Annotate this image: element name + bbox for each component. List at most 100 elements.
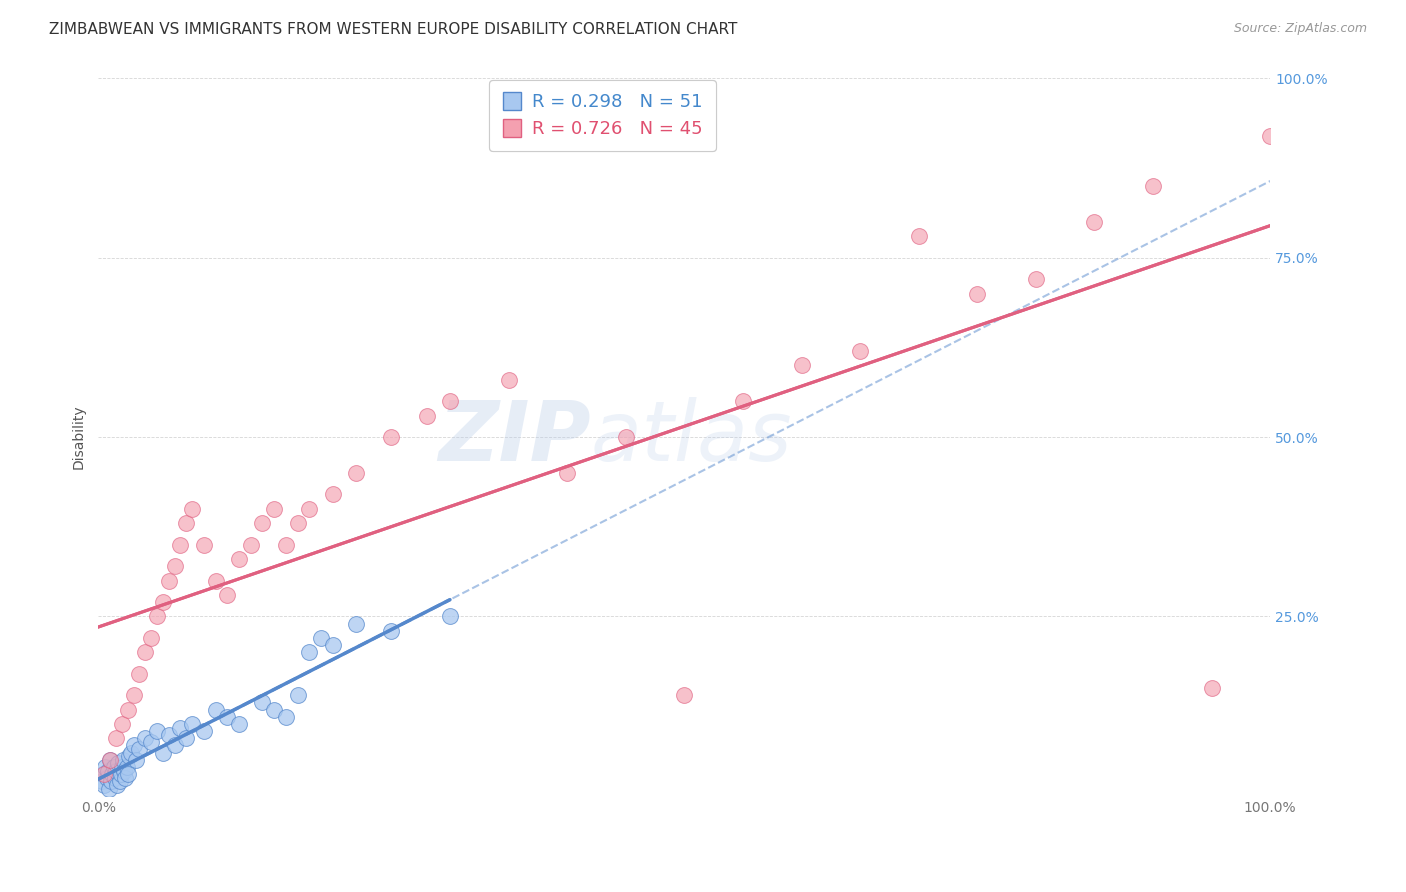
Point <box>217 710 239 724</box>
Point <box>1083 215 1105 229</box>
Text: atlas: atlas <box>591 397 792 477</box>
Point <box>498 373 520 387</box>
Point <box>128 666 150 681</box>
Point <box>122 739 145 753</box>
Point <box>91 774 114 789</box>
Point <box>849 344 872 359</box>
Point <box>108 774 131 789</box>
Point <box>97 764 120 778</box>
Point <box>125 753 148 767</box>
Point <box>93 767 115 781</box>
Point <box>193 538 215 552</box>
Point <box>118 749 141 764</box>
Point <box>309 631 332 645</box>
Point <box>152 746 174 760</box>
Point <box>274 710 297 724</box>
Point <box>100 774 122 789</box>
Point <box>103 760 125 774</box>
Point <box>193 724 215 739</box>
Point <box>673 688 696 702</box>
Point <box>790 359 813 373</box>
Point <box>322 638 344 652</box>
Point <box>1025 272 1047 286</box>
Point <box>181 501 204 516</box>
Point <box>287 688 309 702</box>
Point <box>111 760 134 774</box>
Point <box>98 753 121 767</box>
Point <box>93 778 115 792</box>
Point <box>169 721 191 735</box>
Point <box>228 717 250 731</box>
Point <box>169 538 191 552</box>
Point <box>1142 179 1164 194</box>
Point <box>141 631 163 645</box>
Point <box>134 731 156 746</box>
Point <box>966 286 988 301</box>
Point <box>204 574 226 588</box>
Point <box>98 753 121 767</box>
Point <box>380 430 402 444</box>
Point <box>128 742 150 756</box>
Point <box>344 466 367 480</box>
Point <box>614 430 637 444</box>
Point <box>731 394 754 409</box>
Point <box>120 746 142 760</box>
Point <box>112 753 135 767</box>
Point <box>112 764 135 778</box>
Point <box>176 731 198 746</box>
Point <box>122 688 145 702</box>
Point <box>439 394 461 409</box>
Point <box>204 703 226 717</box>
Point <box>115 760 138 774</box>
Point <box>111 717 134 731</box>
Point <box>105 764 128 778</box>
Point <box>252 696 274 710</box>
Point <box>146 609 169 624</box>
Point <box>274 538 297 552</box>
Point <box>107 756 129 771</box>
Point <box>134 645 156 659</box>
Point <box>415 409 437 423</box>
Point <box>94 760 117 774</box>
Point <box>157 728 180 742</box>
Text: ZIP: ZIP <box>439 397 591 477</box>
Point <box>98 781 121 796</box>
Point <box>157 574 180 588</box>
Point <box>101 767 124 781</box>
Point <box>163 559 186 574</box>
Point <box>181 717 204 731</box>
Point <box>105 778 128 792</box>
Point <box>104 771 127 785</box>
Point <box>146 724 169 739</box>
Point <box>439 609 461 624</box>
Point <box>287 516 309 530</box>
Legend: R = 0.298   N = 51, R = 0.726   N = 45: R = 0.298 N = 51, R = 0.726 N = 45 <box>489 80 716 151</box>
Point <box>1258 128 1281 143</box>
Point <box>163 739 186 753</box>
Point <box>110 767 132 781</box>
Point <box>117 767 139 781</box>
Point <box>555 466 578 480</box>
Text: Source: ZipAtlas.com: Source: ZipAtlas.com <box>1233 22 1367 36</box>
Point <box>176 516 198 530</box>
Point <box>91 767 114 781</box>
Point <box>114 771 136 785</box>
Point <box>141 735 163 749</box>
Point <box>252 516 274 530</box>
Point <box>298 645 321 659</box>
Point <box>263 703 285 717</box>
Point <box>298 501 321 516</box>
Point <box>907 229 929 244</box>
Point <box>117 703 139 717</box>
Text: ZIMBABWEAN VS IMMIGRANTS FROM WESTERN EUROPE DISABILITY CORRELATION CHART: ZIMBABWEAN VS IMMIGRANTS FROM WESTERN EU… <box>49 22 738 37</box>
Point <box>217 588 239 602</box>
Y-axis label: Disability: Disability <box>72 405 86 469</box>
Point <box>239 538 262 552</box>
Point <box>380 624 402 638</box>
Point <box>96 771 118 785</box>
Point <box>322 487 344 501</box>
Point <box>228 552 250 566</box>
Point <box>152 595 174 609</box>
Point <box>1201 681 1223 695</box>
Point <box>344 616 367 631</box>
